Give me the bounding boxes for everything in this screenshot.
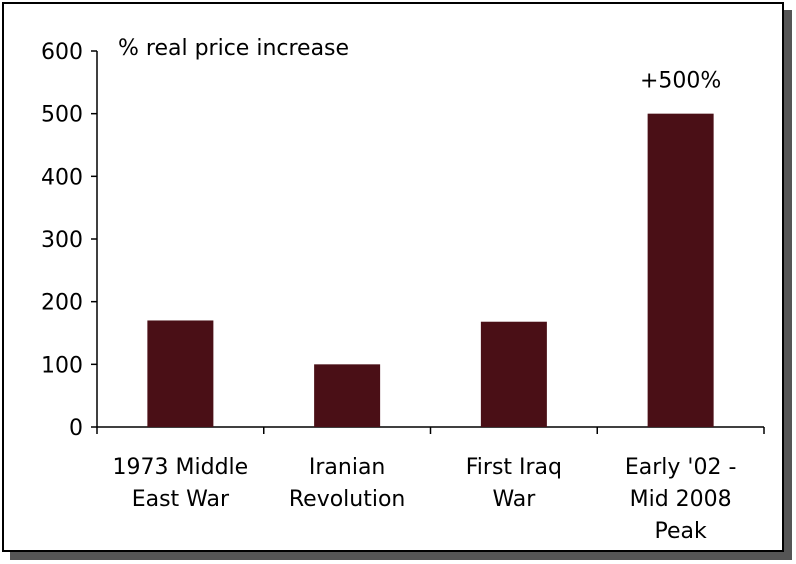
bar	[314, 364, 381, 427]
bar-annotation: +500%	[640, 69, 721, 94]
y-tick-label: 300	[41, 228, 83, 253]
bar	[147, 320, 214, 427]
x-tick-label: War	[492, 487, 536, 512]
x-tick-label: Mid 2008	[630, 487, 732, 512]
x-tick-label: First Iraq	[466, 455, 562, 480]
y-tick-label: 600	[41, 40, 83, 65]
x-tick-label: 1973 Middle	[113, 455, 249, 480]
bar	[480, 321, 547, 427]
y-tick-label: 100	[41, 353, 83, 378]
bars	[147, 113, 714, 428]
x-tick-label: Revolution	[289, 487, 406, 512]
y-axis-label: % real price increase	[118, 36, 349, 61]
x-tick-label: Peak	[655, 519, 707, 544]
y-tick-label: 400	[41, 165, 83, 190]
x-tick-label: East War	[132, 487, 230, 512]
bar	[647, 113, 714, 428]
x-tick-label: Iranian	[309, 455, 386, 480]
category-labels: 1973 Middle East War Iranian Revolution Firs…	[113, 455, 737, 544]
x-tick-label: Early '02 -	[625, 455, 737, 480]
y-tick-label: 200	[41, 291, 83, 316]
y-tick-label: 0	[69, 416, 83, 441]
y-tick-label: 500	[41, 103, 83, 128]
